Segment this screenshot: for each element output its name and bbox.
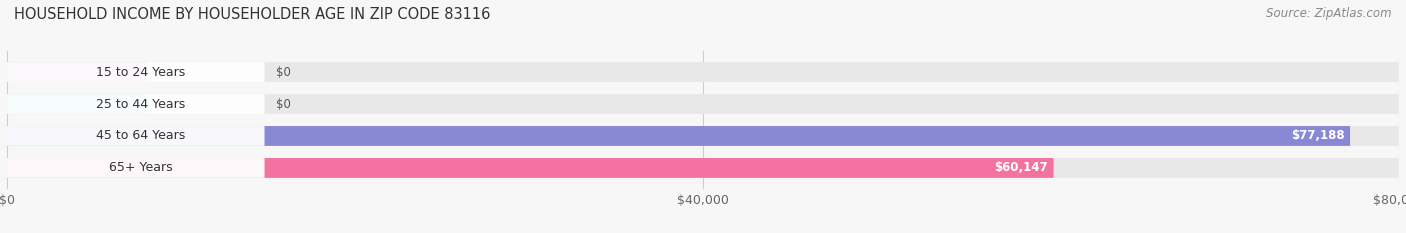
FancyBboxPatch shape bbox=[7, 126, 1350, 146]
Text: 15 to 24 Years: 15 to 24 Years bbox=[96, 65, 186, 79]
Text: $77,188: $77,188 bbox=[1291, 130, 1344, 143]
FancyBboxPatch shape bbox=[7, 62, 264, 82]
FancyBboxPatch shape bbox=[7, 126, 1399, 146]
FancyBboxPatch shape bbox=[7, 158, 1053, 178]
Text: 25 to 44 Years: 25 to 44 Years bbox=[96, 97, 186, 110]
FancyBboxPatch shape bbox=[7, 62, 149, 82]
Text: 65+ Years: 65+ Years bbox=[110, 161, 173, 175]
FancyBboxPatch shape bbox=[7, 94, 1399, 114]
Text: 45 to 64 Years: 45 to 64 Years bbox=[96, 130, 186, 143]
Text: $0: $0 bbox=[276, 65, 291, 79]
FancyBboxPatch shape bbox=[7, 94, 264, 114]
Text: $0: $0 bbox=[276, 97, 291, 110]
FancyBboxPatch shape bbox=[7, 94, 149, 114]
FancyBboxPatch shape bbox=[7, 158, 1399, 178]
FancyBboxPatch shape bbox=[7, 126, 264, 146]
Text: Source: ZipAtlas.com: Source: ZipAtlas.com bbox=[1267, 7, 1392, 20]
Text: HOUSEHOLD INCOME BY HOUSEHOLDER AGE IN ZIP CODE 83116: HOUSEHOLD INCOME BY HOUSEHOLDER AGE IN Z… bbox=[14, 7, 491, 22]
FancyBboxPatch shape bbox=[7, 158, 264, 178]
Text: $60,147: $60,147 bbox=[994, 161, 1047, 175]
FancyBboxPatch shape bbox=[7, 62, 1399, 82]
